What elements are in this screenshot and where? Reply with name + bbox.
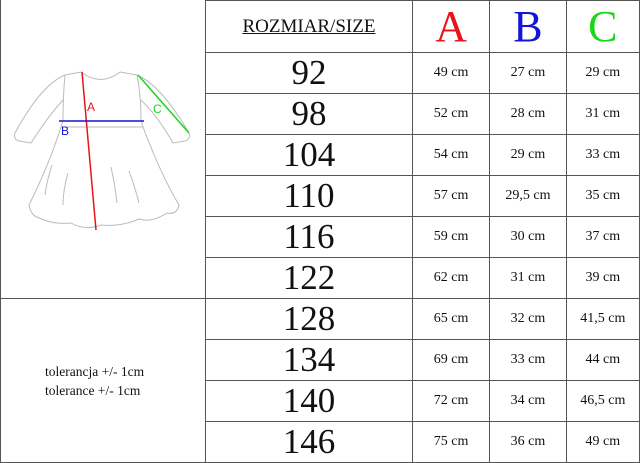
- measure-line-a: [81, 71, 97, 230]
- header-row: A B C ROZMIAR/SIZE A B C: [0, 0, 640, 299]
- measure-b-cell: 33 cm: [489, 339, 567, 381]
- column-header-a: A: [411, 0, 491, 53]
- size-cell: 92: [204, 52, 413, 94]
- measure-c-cell: 46,5 cm: [565, 380, 640, 422]
- measure-a-cell: 54 cm: [411, 134, 491, 176]
- size-cell: 134: [204, 339, 413, 381]
- measure-c-cell: 31 cm: [565, 93, 640, 135]
- measure-a-cell: 59 cm: [411, 216, 491, 258]
- table-row: 104 54 cm 29 cm 33 cm: [1, 134, 640, 176]
- measure-c-cell: 29 cm: [565, 52, 640, 94]
- diagram-label-c: C: [153, 102, 162, 116]
- diagram-label-a: A: [87, 100, 95, 114]
- measure-b-cell: 29,5 cm: [489, 175, 567, 217]
- size-cell: 140: [204, 380, 413, 422]
- size-cell: 128: [204, 298, 413, 340]
- size-cell: 104: [204, 134, 413, 176]
- measure-b-cell: 32 cm: [489, 298, 567, 340]
- measure-a-cell: 65 cm: [411, 298, 491, 340]
- measure-b-cell: 27 cm: [489, 52, 567, 94]
- table-row: 122 62 cm 31 cm 39 cm: [1, 257, 640, 299]
- size-column-header: ROZMIAR/SIZE: [204, 0, 413, 53]
- table-row: 110 57 cm 29,5 cm 35 cm: [1, 175, 640, 217]
- measure-c-cell: 37 cm: [565, 216, 640, 258]
- measure-b-cell: 30 cm: [489, 216, 567, 258]
- measure-c-cell: 35 cm: [565, 175, 640, 217]
- measure-b-cell: 31 cm: [489, 257, 567, 299]
- table-row: 140 72 cm 34 cm 46,5 cm: [1, 380, 640, 422]
- tolerance-en: tolerance +/- 1cm: [45, 382, 141, 398]
- diagram-label-b: B: [61, 124, 69, 138]
- tolerance-note: tolerancja +/- 1cm tolerance +/- 1cm: [0, 298, 206, 463]
- table-row: 134 69 cm 33 cm 44 cm: [1, 339, 640, 381]
- size-cell: 146: [204, 421, 413, 463]
- measure-c-cell: 49 cm: [565, 421, 640, 463]
- measure-a-cell: 57 cm: [411, 175, 491, 217]
- size-cell: 110: [204, 175, 413, 217]
- measure-b-cell: 34 cm: [489, 380, 567, 422]
- measure-b-cell: 29 cm: [489, 134, 567, 176]
- measure-c-cell: 41,5 cm: [565, 298, 640, 340]
- measure-a-cell: 49 cm: [411, 52, 491, 94]
- table-row: 92 49 cm 27 cm 29 cm: [1, 52, 640, 94]
- measure-a-cell: 69 cm: [411, 339, 491, 381]
- measure-c-cell: 33 cm: [565, 134, 640, 176]
- measure-b-cell: 36 cm: [489, 421, 567, 463]
- table-row: 98 52 cm 28 cm 31 cm: [1, 93, 640, 135]
- column-header-c: C: [565, 0, 640, 53]
- size-cell: 122: [204, 257, 413, 299]
- measure-a-cell: 72 cm: [411, 380, 491, 422]
- column-header-b: B: [489, 0, 567, 53]
- measure-c-cell: 44 cm: [565, 339, 640, 381]
- dress-diagram: A B C: [14, 70, 190, 230]
- measure-a-cell: 52 cm: [411, 93, 491, 135]
- measure-line-c: [137, 74, 190, 133]
- dress-diagram-cell: A B C: [0, 0, 206, 299]
- table-row: 116 59 cm 30 cm 37 cm: [1, 216, 640, 258]
- tolerance-pl: tolerancja +/- 1cm: [45, 363, 145, 379]
- measure-c-cell: 39 cm: [565, 257, 640, 299]
- measure-a-cell: 75 cm: [411, 421, 491, 463]
- table-row: 146 75 cm 36 cm 49 cm: [1, 421, 640, 463]
- size-cell: 98: [204, 93, 413, 135]
- measure-a-cell: 62 cm: [411, 257, 491, 299]
- table-row: tolerancja +/- 1cm tolerance +/- 1cm 128 65…: [0, 298, 640, 463]
- size-cell: 116: [204, 216, 413, 258]
- measure-b-cell: 28 cm: [489, 93, 567, 135]
